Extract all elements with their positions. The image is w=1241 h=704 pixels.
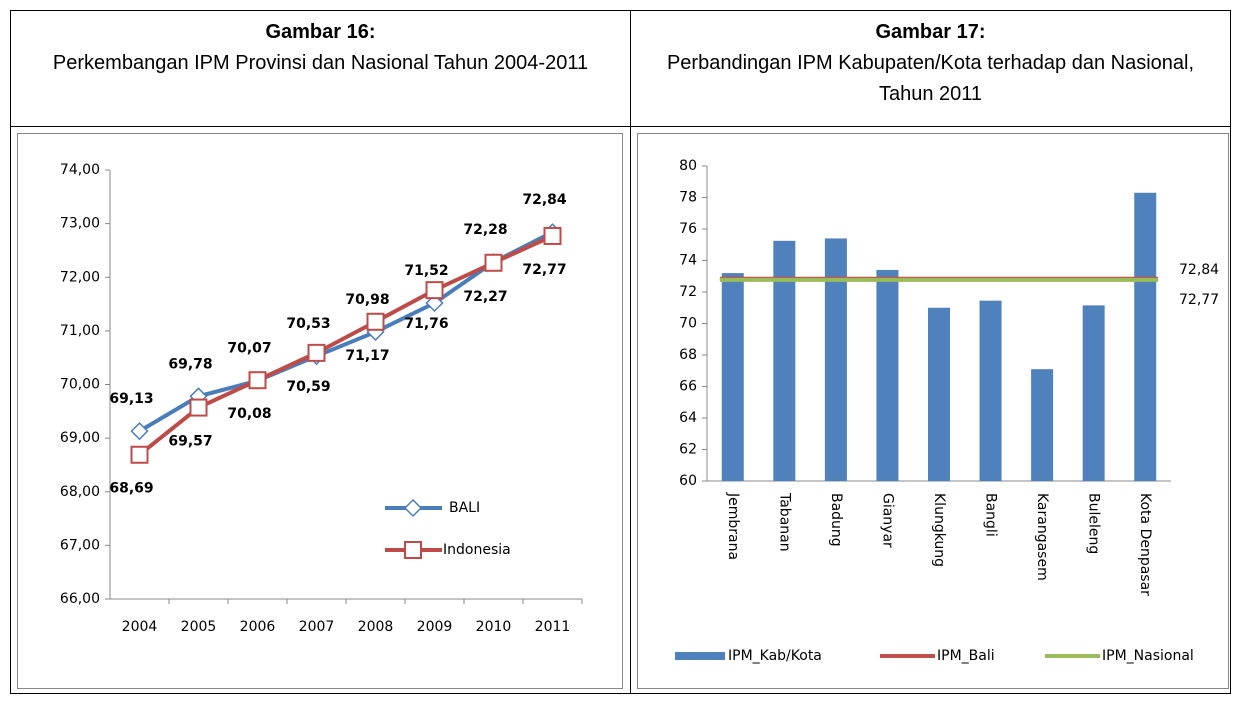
data-label: 71,17 — [345, 348, 389, 364]
y-tick-label: 62 — [679, 442, 697, 458]
chart: 60 62 64 66 68 70 72 74 76 78 80 Jembrana Tabanan Bad… — [637, 133, 1229, 689]
bar — [824, 238, 847, 481]
bar — [773, 240, 796, 481]
data-label: 70,98 — [345, 292, 389, 308]
point — [425, 281, 444, 300]
figure-subtitle: Perbandingan IPM Kabupaten/Kota terhadap… — [666, 52, 1195, 105]
data-label: 72,77 — [522, 262, 566, 278]
y-tick-label: 67,00 — [60, 537, 100, 553]
point — [130, 422, 149, 441]
data-label: 70,08 — [227, 406, 271, 422]
chart-cell — [630, 126, 1231, 694]
chart-frame — [17, 133, 623, 689]
x-tick-label: Kota Denpasar — [1137, 493, 1153, 596]
point — [189, 398, 208, 417]
y-tick-label: 68,00 — [60, 484, 100, 500]
data-label: 68,69 — [109, 481, 153, 497]
data-label: 69,57 — [168, 434, 212, 450]
x-tick-label: 2005 — [181, 619, 217, 635]
y-tick-label: 72 — [679, 284, 697, 300]
figure-title: Gambar 17: — [875, 21, 986, 43]
data-label: 72,84 — [522, 192, 567, 208]
reference-label: 72,84 — [1179, 262, 1219, 278]
header-cell: Gambar 17: Perbandingan IPM Kabupaten/Ko… — [630, 10, 1231, 127]
data-label: 71,52 — [404, 263, 448, 279]
y-tick-label: 80 — [679, 158, 697, 174]
bar — [928, 307, 950, 481]
data-label: 72,27 — [463, 289, 507, 305]
x-tick-label: Klungkung — [931, 493, 947, 567]
bar — [1134, 192, 1157, 481]
figure-title: Gambar 16: — [265, 21, 376, 43]
y-tick-label: 68 — [679, 347, 697, 363]
bar — [979, 300, 1002, 481]
x-tick-label: Buleleng — [1086, 493, 1102, 554]
data-label: 69,13 — [109, 391, 153, 407]
x-tick-label: 2010 — [476, 619, 512, 635]
y-tick-label: 76 — [679, 221, 697, 237]
x-tick-label: 2008 — [358, 619, 394, 635]
x-tick-label: 2006 — [240, 619, 276, 635]
y-tick-label: 74,00 — [60, 162, 100, 178]
y-tick-label: 78 — [679, 190, 697, 206]
data-label: 70,53 — [286, 316, 330, 332]
x-tick-label: Karangasem — [1034, 493, 1050, 581]
y-tick-label: 74 — [679, 253, 697, 269]
point — [543, 226, 562, 245]
legend-label: IPM_Kab/Kota — [728, 648, 822, 664]
data-label: 70,59 — [286, 379, 330, 395]
point — [130, 445, 149, 464]
series-line — [138, 234, 554, 457]
chart: 66,00 67,00 68,00 69,00 70,00 71,00 72,00 73,00… — [17, 133, 623, 689]
data-label: 69,78 — [168, 356, 212, 372]
y-tick-label: 73,00 — [60, 216, 100, 232]
header-cell: Gambar 16: Perkembangan IPM Provinsi dan… — [10, 10, 631, 127]
x-tick-label: 2007 — [299, 619, 335, 635]
data-label: 71,76 — [404, 316, 448, 332]
bar — [1082, 305, 1105, 481]
x-tick-label: Jembrana — [725, 492, 741, 560]
legend-marker — [403, 498, 423, 518]
point — [484, 253, 503, 272]
point — [366, 312, 385, 331]
y-tick-label: 64 — [679, 410, 697, 426]
legend-marker — [404, 541, 422, 559]
x-tick-label: 2009 — [417, 619, 453, 635]
data-label: 72,28 — [463, 222, 507, 238]
x-tick-label: Tabanan — [776, 492, 792, 552]
legend-label: IPM_Bali — [937, 648, 995, 664]
bar — [721, 273, 744, 481]
reference-label: 72,77 — [1179, 292, 1219, 308]
x-tick-label: Bangli — [983, 493, 999, 537]
legend-label: IPM_Nasional — [1102, 648, 1194, 664]
point — [248, 371, 267, 390]
y-tick-label: 70,00 — [60, 377, 100, 393]
y-tick-label: 72,00 — [60, 269, 100, 285]
x-tick-label: Gianyar — [879, 493, 895, 548]
y-tick-label: 66 — [679, 379, 697, 395]
y-tick-label: 66,00 — [60, 591, 100, 607]
data-label: 70,07 — [227, 341, 271, 357]
bar — [1031, 369, 1054, 481]
y-tick-label: 71,00 — [60, 323, 100, 339]
point — [307, 343, 326, 362]
legend-swatch — [675, 652, 725, 660]
y-tick-label: 69,00 — [60, 430, 100, 446]
legend-label: Indonesia — [443, 542, 511, 558]
x-tick-label: Badung — [828, 493, 844, 547]
figure-subtitle: Perkembangan IPM Provinsi dan Nasional T… — [52, 52, 589, 74]
legend-label: BALI — [449, 500, 480, 516]
x-tick-label: 2011 — [535, 619, 571, 635]
y-tick-label: 60 — [679, 473, 697, 489]
bar — [876, 269, 899, 481]
y-tick-label: 70 — [679, 316, 697, 332]
x-tick-label: 2004 — [122, 619, 158, 635]
